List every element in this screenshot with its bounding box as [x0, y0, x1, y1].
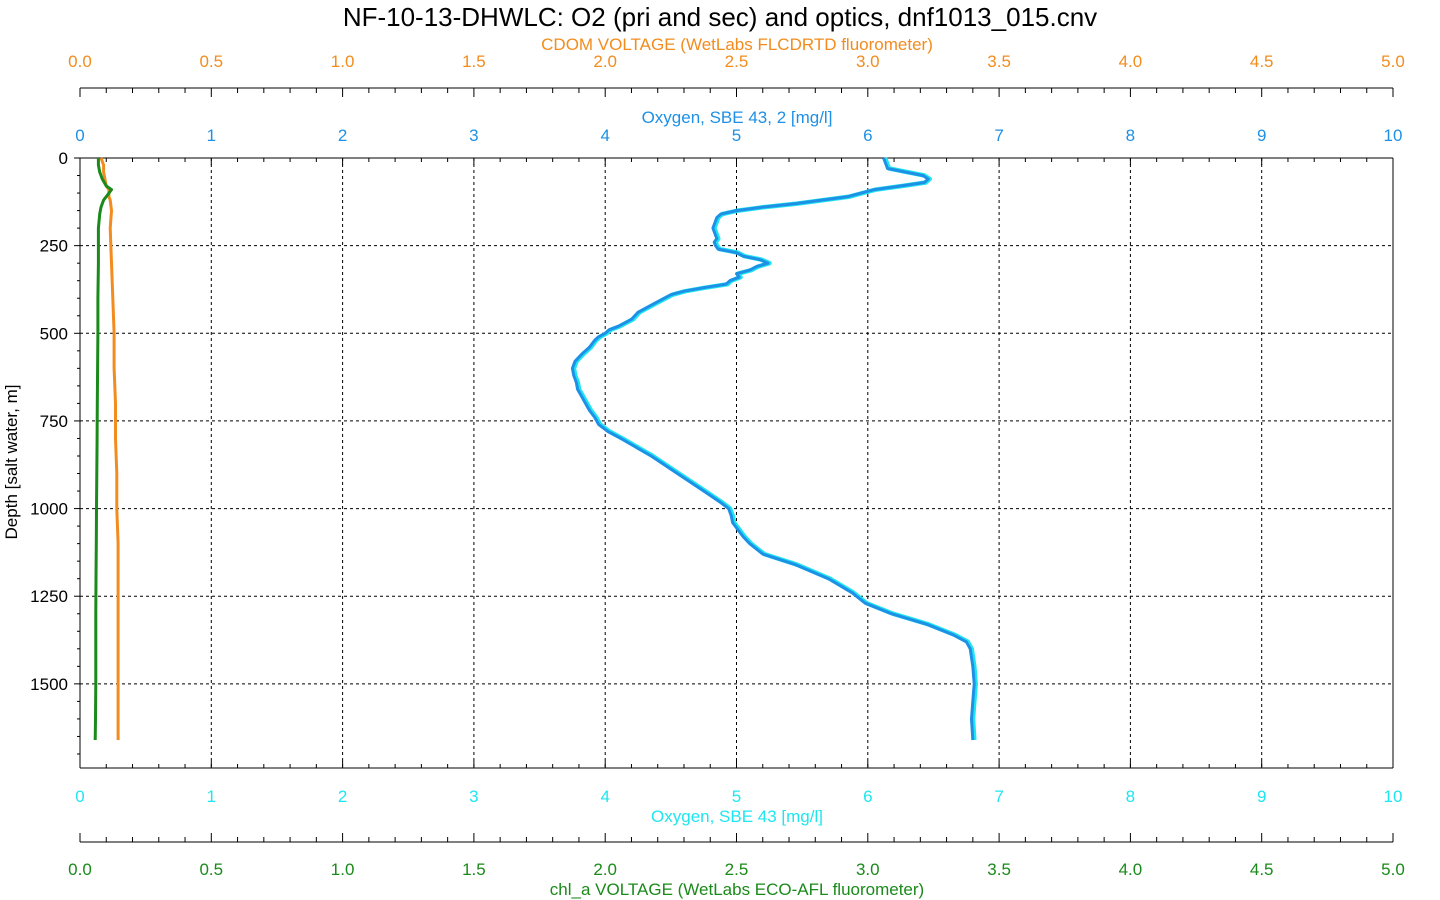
oxygen-tick-label: 0	[75, 787, 84, 806]
chl-tick-label: 5.0	[1381, 860, 1405, 879]
chl-tick-label: 4.0	[1119, 860, 1143, 879]
oxygen-2-tick-label: 4	[600, 126, 609, 145]
oxygen-tick-label: 4	[600, 787, 609, 806]
cdom-tick-label: 0.5	[199, 52, 223, 71]
chl-tick-label: 3.0	[856, 860, 880, 879]
depth-tick-label: 1250	[30, 587, 68, 606]
cdom-tick-label: 4.0	[1119, 52, 1143, 71]
series-line-chl	[93, 158, 113, 741]
oxygen-2-tick-label: 3	[469, 126, 478, 145]
series	[93, 157, 978, 741]
oxygen-tick-label: 5	[732, 787, 741, 806]
oxygen-tick-label: 9	[1257, 787, 1266, 806]
depth-tick-label: 500	[40, 324, 68, 343]
cdom-axis-label: CDOM VOLTAGE (WetLabs FLCDRTD fluoromete…	[541, 35, 933, 54]
grid	[80, 158, 1393, 768]
oxygen-2-tick-label: 5	[732, 126, 741, 145]
cdom-tick-label: 0.0	[68, 52, 92, 71]
series-line-oxy2	[570, 157, 976, 741]
cdom-tick-label: 5.0	[1381, 52, 1405, 71]
oxygen-tick-label: 10	[1384, 787, 1403, 806]
chart-title: NF-10-13-DHWLC: O2 (pri and sec) and opt…	[343, 2, 1097, 32]
chl-tick-label: 3.5	[987, 860, 1011, 879]
oxygen-2-tick-label: 1	[207, 126, 216, 145]
chl-tick-label: 4.5	[1250, 860, 1274, 879]
oxygen-tick-label: 1	[207, 787, 216, 806]
cdom-tick-label: 3.5	[987, 52, 1011, 71]
chl-axis-label: chl_a VOLTAGE (WetLabs ECO-AFL fluoromet…	[550, 880, 924, 899]
depth-tick-label: 750	[40, 412, 68, 431]
oxygen-2-tick-label: 2	[338, 126, 347, 145]
cdom-tick-label: 2.0	[593, 52, 617, 71]
oxygen-tick-label: 6	[863, 787, 872, 806]
oxygen-tick-label: 7	[994, 787, 1003, 806]
series-line-cdom	[99, 157, 120, 740]
oxygen-2-tick-label: 10	[1384, 126, 1403, 145]
oxygen-2-tick-label: 0	[75, 126, 84, 145]
chl-tick-label: 1.0	[331, 860, 355, 879]
chl-tick-label: 0.0	[68, 860, 92, 879]
depth-tick-label: 250	[40, 237, 68, 256]
depth-axis-label: Depth [salt water, m]	[2, 385, 21, 540]
oxygen-tick-label: 2	[338, 787, 347, 806]
chl-tick-label: 2.0	[593, 860, 617, 879]
depth-tick-label: 0	[59, 149, 68, 168]
cdom-tick-label: 2.5	[725, 52, 749, 71]
depth-tick-label: 1000	[30, 500, 68, 519]
oxygen-2-tick-label: 8	[1126, 126, 1135, 145]
oxygen-2-axis-label: Oxygen, SBE 43, 2 [mg/l]	[642, 108, 833, 127]
chl-tick-label: 2.5	[725, 860, 749, 879]
oxygen-2-tick-label: 6	[863, 126, 872, 145]
cdom-tick-label: 1.0	[331, 52, 355, 71]
chl-tick-label: 0.5	[199, 860, 223, 879]
cdom-tick-label: 3.0	[856, 52, 880, 71]
chl-tick-label: 1.5	[462, 860, 486, 879]
cdom-tick-label: 1.5	[462, 52, 486, 71]
oxygen-axis-label: Oxygen, SBE 43 [mg/l]	[651, 807, 823, 826]
oxygen-2-tick-label: 9	[1257, 126, 1266, 145]
cdom-tick-label: 4.5	[1250, 52, 1274, 71]
oxygen-tick-label: 8	[1126, 787, 1135, 806]
oxygen-2-tick-label: 7	[994, 126, 1003, 145]
oxygen-tick-label: 3	[469, 787, 478, 806]
depth-tick-label: 1500	[30, 675, 68, 694]
